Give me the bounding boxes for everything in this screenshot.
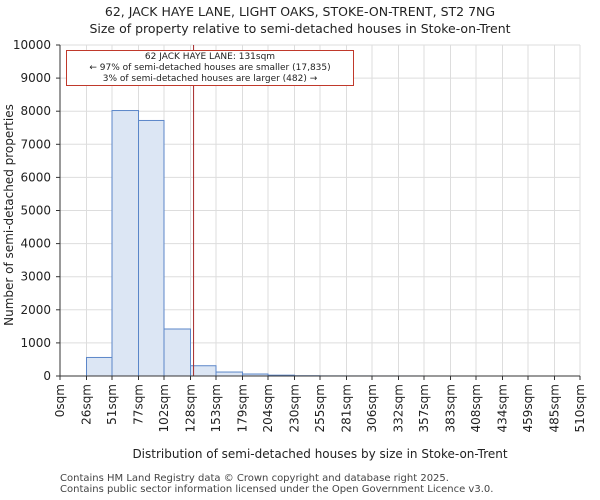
y-tick-label: 5000 [20, 204, 51, 218]
y-tick-label: 9000 [20, 71, 51, 85]
x-tick-label: 332sqm [392, 384, 406, 432]
x-tick-label: 357sqm [417, 384, 431, 432]
footer-line-2: Contains public sector information licen… [60, 484, 494, 495]
x-tick-label: 255sqm [313, 384, 327, 432]
histogram-bar [86, 356, 113, 377]
x-tick-label: 510sqm [573, 384, 587, 432]
y-tick-label: 2000 [20, 303, 51, 317]
x-tick-label: 77sqm [132, 384, 146, 425]
chart-title-line2: Size of property relative to semi-detach… [89, 21, 511, 36]
y-tick-label: 7000 [20, 137, 51, 151]
x-tick-label: 153sqm [209, 384, 223, 432]
x-tick-label: 179sqm [236, 384, 250, 432]
annotation-line-1: 62 JACK HAYE LANE: 131sqm [144, 52, 276, 62]
histogram-bar [138, 119, 165, 377]
x-tick-label: 383sqm [444, 384, 458, 432]
y-tick-label: 1000 [20, 336, 51, 350]
x-tick-label: 204sqm [261, 384, 275, 432]
y-tick-label: 3000 [20, 270, 51, 284]
x-tick-label: 281sqm [340, 384, 354, 432]
x-tick-label: 408sqm [469, 384, 483, 432]
x-tick-label: 0sqm [53, 384, 67, 417]
histogram-bar [163, 328, 192, 377]
y-tick-label: 0 [43, 369, 51, 383]
x-tick-label: 51sqm [105, 384, 119, 425]
x-tick-label: 485sqm [548, 384, 562, 432]
property-annotation-box: 62 JACK HAYE LANE: 131sqm ← 97% of semi-… [66, 50, 354, 86]
annotation-line-2: ← 97% of semi-detached houses are smalle… [89, 63, 331, 73]
y-tick-label: 6000 [20, 170, 51, 184]
chart-title-line1: 62, JACK HAYE LANE, LIGHT OAKS, STOKE-ON… [104, 4, 496, 19]
x-tick-label: 128sqm [184, 384, 198, 432]
x-axis-label: Distribution of semi-detached houses by … [132, 447, 507, 461]
y-tick-label: 4000 [20, 237, 51, 251]
annotation-line-3: 3% of semi-detached houses are larger (4… [102, 74, 318, 84]
histogram-bar [111, 110, 140, 377]
footer-line-1: Contains HM Land Registry data © Crown c… [60, 473, 449, 484]
y-tick-label: 10000 [13, 38, 51, 52]
x-tick-label: 459sqm [521, 384, 535, 432]
x-tick-label: 306sqm [365, 384, 379, 432]
x-tick-label: 102sqm [157, 384, 171, 432]
y-axis-label: Number of semi-detached properties [2, 104, 16, 326]
histogram-bar [190, 365, 217, 377]
y-tick-label: 8000 [20, 104, 51, 118]
x-tick-label: 230sqm [288, 384, 302, 432]
histogram-bar [215, 371, 244, 377]
histogram-chart: 0 1000 2000 3000 4000 5000 6000 7000 8000 9000 100… [2, 38, 587, 461]
x-tick-label: 434sqm [496, 384, 510, 432]
x-tick-label: 26sqm [80, 384, 94, 425]
